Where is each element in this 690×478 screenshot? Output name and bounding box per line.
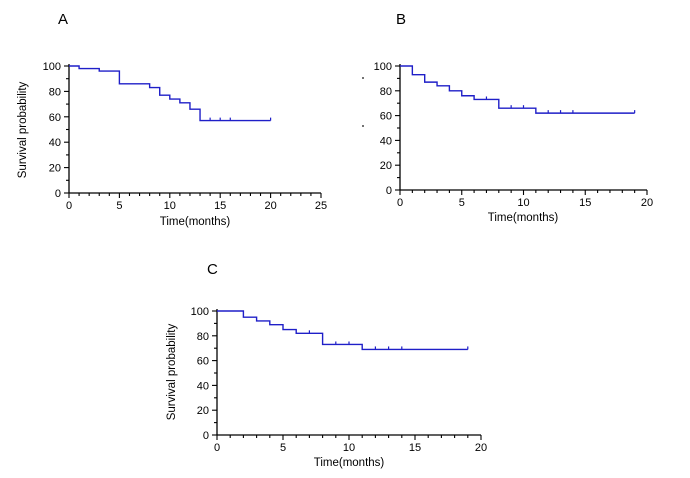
panel-letter: A (58, 11, 68, 28)
y-tick-label: 100 (191, 306, 209, 318)
x-tick-label: 0 (66, 200, 72, 212)
survival-curve (69, 65, 271, 122)
y-tick-label: 20 (380, 160, 392, 172)
x-tick-label: 10 (164, 200, 176, 212)
panel-letter: B (396, 11, 406, 28)
x-tick-label: 20 (641, 197, 653, 209)
y-tick-label: 0 (55, 188, 61, 200)
survival-curve (400, 65, 635, 114)
y-tick-label: 60 (197, 356, 209, 368)
y-tick-label: 20 (197, 405, 209, 417)
x-tick-label: 25 (315, 200, 327, 212)
y-tick-label: 100 (374, 61, 392, 73)
y-tick-label: 80 (380, 86, 392, 98)
y-tick-label: 20 (49, 163, 61, 175)
y-tick-label: 40 (197, 380, 209, 392)
x-tick-label: 0 (214, 442, 220, 454)
y-tick-label: 0 (203, 430, 209, 442)
x-tick-label: 15 (409, 442, 421, 454)
y-axis-label: Survival probability (166, 323, 178, 420)
panel-b: B 0 20 40 60 80 100 0 5 10 15 20 Time(months) (374, 11, 653, 224)
panel-letter: C (207, 261, 218, 278)
y-tick-label: 80 (49, 86, 61, 98)
x-axis-label: Time(months) (488, 212, 559, 224)
y-tick-label: 0 (386, 185, 392, 197)
y-tick-label: 60 (380, 111, 392, 123)
x-tick-label: 5 (116, 200, 122, 212)
y-tick-label: 80 (197, 331, 209, 343)
y-tick-label: 60 (49, 112, 61, 124)
y-tick-label: 40 (380, 135, 392, 147)
x-tick-label: 20 (264, 200, 276, 212)
x-tick-label: 5 (459, 197, 465, 209)
x-tick-label: 15 (579, 197, 591, 209)
y-tick-label: 40 (49, 137, 61, 149)
x-tick-label: 15 (214, 200, 226, 212)
panel-c: C 0 20 40 60 80 100 0 5 10 15 20 Time(months) Surviva… (166, 261, 487, 469)
x-tick-label: 0 (397, 197, 403, 209)
x-tick-label: 10 (517, 197, 529, 209)
x-tick-label: 20 (475, 442, 487, 454)
survival-curve (217, 310, 468, 351)
x-axis-label: Time(months) (160, 216, 231, 228)
panel-a: A 0 20 40 60 80 100 0 5 10 15 20 25 Time(months) Survi… (17, 11, 327, 228)
y-tick-label: 100 (43, 61, 61, 73)
x-tick-label: 5 (280, 442, 286, 454)
x-axis-label: Time(months) (314, 457, 385, 469)
x-tick-label: 10 (343, 442, 355, 454)
y-axis-label: Survival probability (17, 81, 29, 178)
